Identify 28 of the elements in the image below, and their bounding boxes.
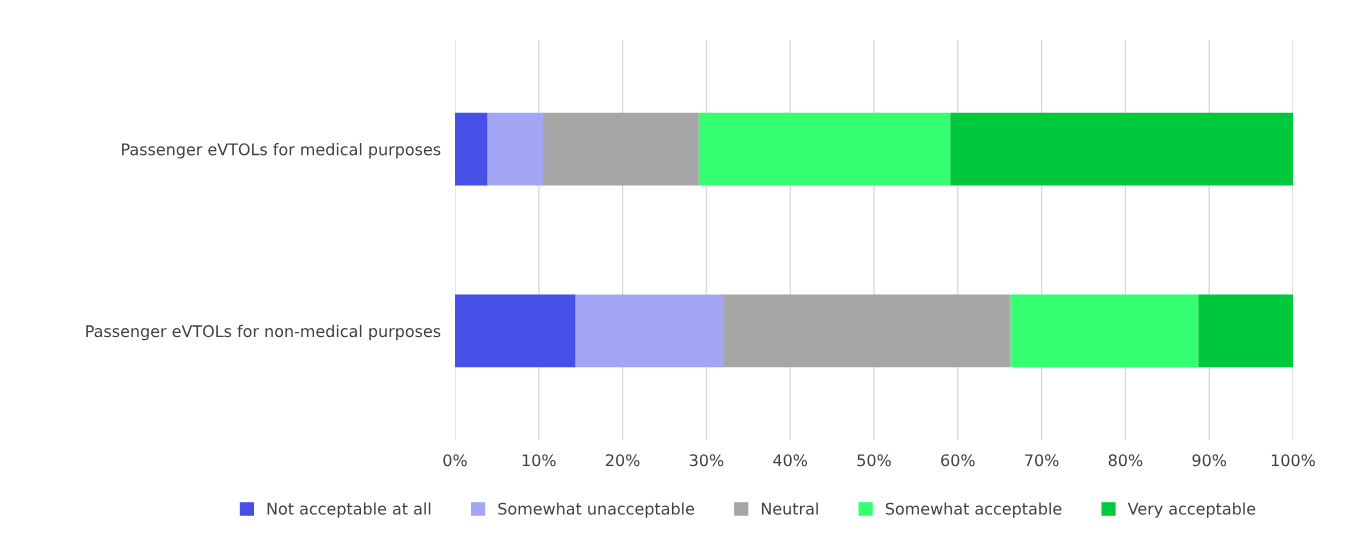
bar	[575, 294, 724, 368]
bar	[455, 112, 488, 186]
x-tick-label: 70%	[1025, 454, 1059, 467]
x-tick-label: 30%	[689, 454, 724, 467]
bar	[1198, 294, 1293, 368]
bar	[487, 112, 543, 186]
legend-label: Somewhat unacceptable	[498, 502, 695, 518]
bar	[724, 294, 1011, 368]
y-tick-label: Passenger eVTOLs for medical purposes	[122, 143, 441, 159]
x-tick-label: 90%	[1192, 454, 1227, 467]
x-tick-label: 60%	[941, 454, 975, 467]
legend-label: Not acceptable at all	[267, 502, 431, 518]
x-tick-label: 100%	[1271, 454, 1315, 467]
bar	[542, 112, 699, 186]
x-tick-label: 0%	[443, 454, 467, 467]
bar	[1010, 294, 1199, 368]
legend-label: Very acceptable	[1127, 502, 1256, 518]
y-tick-label: Passenger eVTOLs for non-medical purposes	[86, 324, 441, 341]
legend-label: Somewhat acceptable	[885, 502, 1062, 518]
legend-label: Neutral	[761, 502, 818, 515]
bar	[455, 294, 576, 368]
x-tick-label: 40%	[773, 454, 808, 467]
bar	[698, 112, 951, 186]
bar	[950, 112, 1293, 186]
x-tick-label: 80%	[1108, 454, 1143, 467]
x-tick-label: 20%	[606, 454, 640, 467]
x-tick-label: 50%	[857, 454, 891, 467]
x-tick-label: 10%	[522, 454, 556, 467]
